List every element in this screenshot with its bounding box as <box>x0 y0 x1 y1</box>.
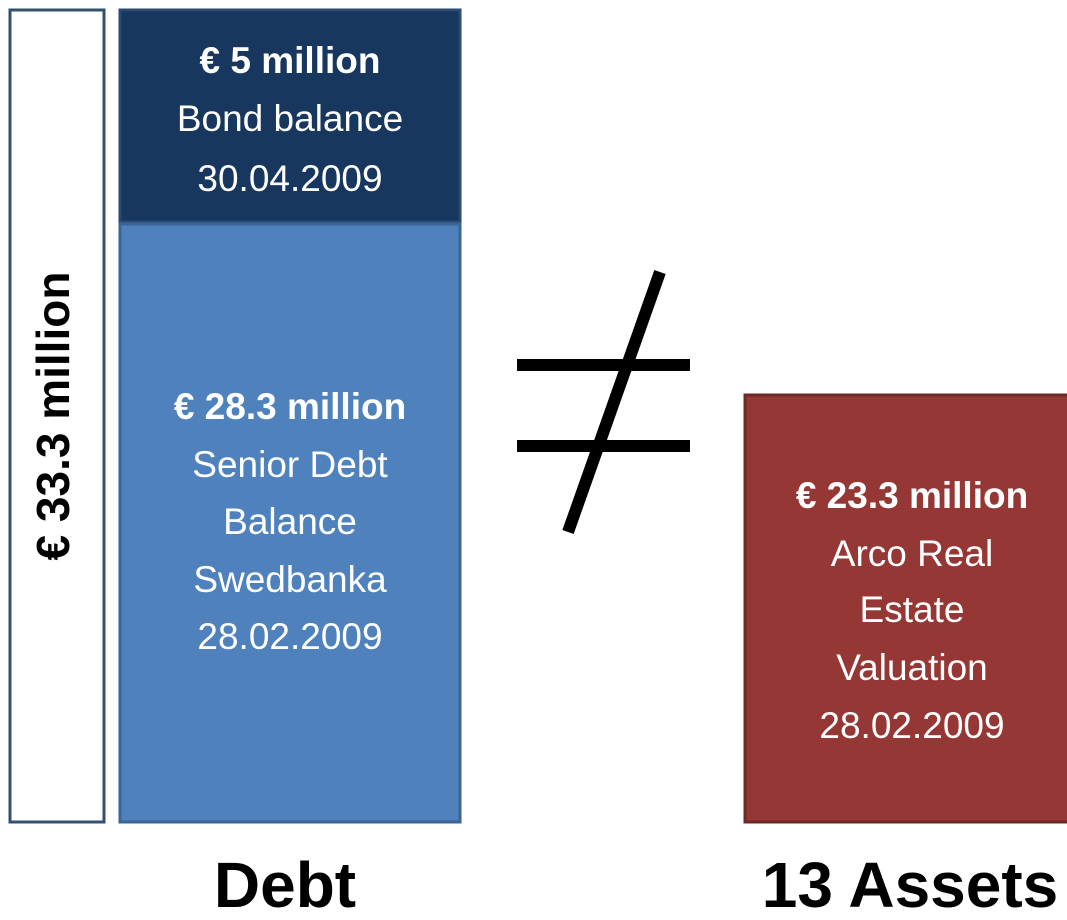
bond-box <box>118 8 462 224</box>
bond-text: 30.04.2009 <box>197 158 382 199</box>
assets-text: Arco Real <box>831 533 993 574</box>
assets-text: 28.02.2009 <box>819 705 1004 746</box>
total-box <box>8 8 106 824</box>
senior-text: Swedbanka <box>193 559 387 600</box>
assets-text: Valuation <box>836 647 988 688</box>
senior-amount: € 28.3 million <box>174 386 406 427</box>
not-equal-sign <box>517 269 690 535</box>
assets-text: Estate <box>860 589 965 630</box>
senior-text: Balance <box>223 501 357 542</box>
assets-box <box>743 393 1067 824</box>
assets-amount: € 23.3 million <box>796 475 1028 516</box>
senior-text: 28.02.2009 <box>197 616 382 657</box>
senior-box <box>118 222 462 824</box>
assets-caption: 13 Assets <box>762 849 1059 920</box>
bond-text: Bond balance <box>177 98 403 139</box>
debt-caption: Debt <box>214 849 356 920</box>
bond-amount: € 5 million <box>200 40 381 81</box>
senior-text: Senior Debt <box>192 444 388 485</box>
total-label: € 33.3 million <box>27 272 79 561</box>
